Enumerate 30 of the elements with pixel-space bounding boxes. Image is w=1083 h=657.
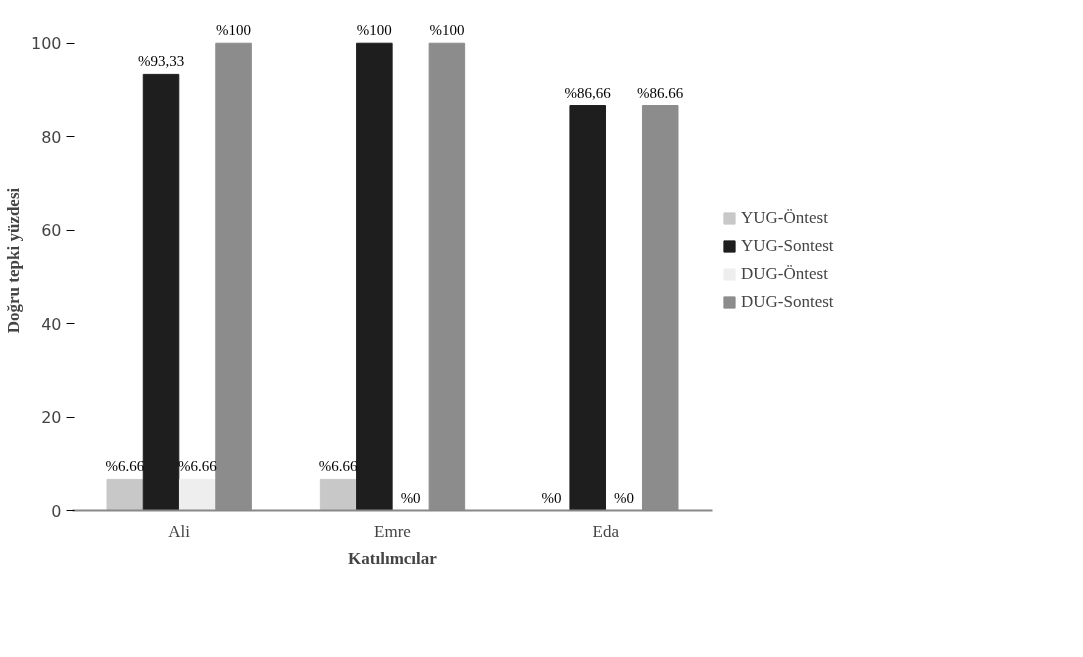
x-tick-label: Eda [592,521,620,541]
data-label: %0 [541,489,562,506]
bar [179,478,216,511]
data-label: %100 [216,22,252,39]
legend-label: YUG-Öntest [741,208,828,228]
bar [142,73,180,511]
data-label: %93,33 [137,53,185,70]
y-tick-label: 20 [41,408,62,428]
y-tick-label: 40 [41,314,62,334]
data-label: %86.66 [637,84,684,101]
bar [106,478,144,511]
data-label: %86,66 [564,84,612,101]
data-label: %100 [429,22,465,39]
x-tick-label: Ali [168,521,191,541]
data-label: %100 [356,22,392,39]
legend-label: DUG-Sontest [741,292,834,312]
legend-label: YUG-Sontest [741,236,834,256]
x-tick-label: Emre [374,521,411,541]
y-axis-title: Doğru tepki yüzdesi [3,187,23,334]
bar [356,42,393,511]
bar [569,105,606,511]
y-tick-label: 0 [51,501,62,521]
y-tick-label: 100 [30,34,62,54]
x-axis-title: Katılımcılar [348,548,438,568]
bar [319,478,357,511]
data-label: %0 [400,489,421,506]
legend-label: DUG-Öntest [741,264,828,284]
data-label: %0 [613,489,634,506]
y-tick-label: 80 [41,127,62,147]
y-tick-label: 60 [41,221,62,241]
